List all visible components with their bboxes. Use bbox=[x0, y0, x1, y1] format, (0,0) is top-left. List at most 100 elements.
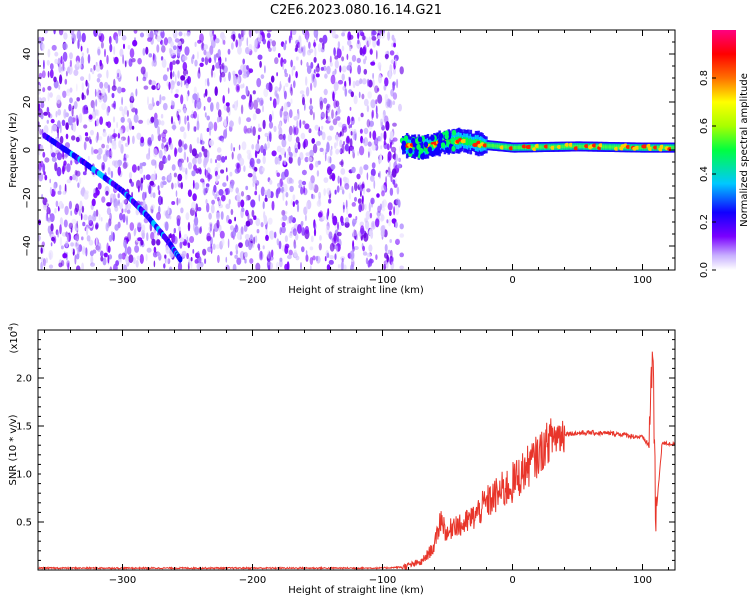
noise-speck bbox=[253, 215, 257, 220]
noise-speck bbox=[336, 185, 340, 193]
noise-speck bbox=[129, 102, 134, 110]
noise-speck bbox=[328, 259, 334, 265]
noise-speck bbox=[33, 224, 36, 229]
noise-speck bbox=[316, 141, 321, 146]
noise-speck bbox=[178, 161, 183, 171]
noise-speck bbox=[313, 78, 317, 88]
noise-speck bbox=[124, 60, 127, 68]
noise-speck bbox=[302, 120, 306, 125]
noise-speck bbox=[160, 113, 164, 119]
noise-speck bbox=[183, 143, 188, 150]
noise-speck bbox=[63, 219, 68, 228]
noise-speck bbox=[393, 67, 396, 75]
signal-core bbox=[520, 145, 523, 150]
noise-speck bbox=[262, 38, 266, 45]
noise-speck bbox=[324, 152, 327, 162]
noise-speck bbox=[46, 212, 49, 221]
noise-speck bbox=[119, 212, 123, 221]
noise-speck bbox=[367, 141, 372, 147]
noise-speck bbox=[288, 156, 293, 164]
noise-speck bbox=[250, 199, 256, 208]
noise-speck bbox=[123, 105, 128, 115]
noise-speck bbox=[351, 185, 354, 194]
noise-speck bbox=[185, 212, 190, 221]
noise-speck bbox=[130, 92, 134, 102]
noise-speck bbox=[91, 69, 95, 75]
noise-speck bbox=[97, 73, 102, 78]
noise-speck bbox=[99, 81, 104, 89]
colorbar-tick-label: 0.4 bbox=[699, 166, 710, 182]
noise-speck bbox=[284, 235, 288, 243]
noise-speck bbox=[96, 242, 102, 253]
spectrogram-noise bbox=[32, 30, 405, 270]
signal-peak bbox=[598, 143, 604, 148]
tone-point bbox=[178, 256, 183, 263]
noise-speck bbox=[359, 78, 363, 85]
colorbar-label: Normalized spectral amplitude bbox=[739, 73, 750, 227]
noise-speck bbox=[308, 180, 314, 191]
noise-speck bbox=[325, 225, 330, 236]
noise-speck bbox=[151, 183, 156, 188]
noise-speck bbox=[59, 124, 62, 134]
noise-speck bbox=[373, 180, 376, 189]
noise-speck bbox=[137, 165, 140, 171]
noise-speck bbox=[203, 188, 206, 196]
noise-speck bbox=[288, 125, 293, 136]
signal-core bbox=[517, 145, 521, 150]
noise-speck bbox=[51, 44, 57, 51]
noise-speck bbox=[359, 166, 363, 176]
noise-speck bbox=[305, 86, 310, 97]
noise-speck bbox=[329, 61, 333, 67]
noise-speck bbox=[394, 221, 398, 229]
noise-speck bbox=[331, 109, 334, 119]
noise-speck bbox=[276, 93, 280, 100]
noise-speck bbox=[117, 86, 122, 94]
spectrogram-x-ticks: −300 −200 −100 0 100 bbox=[44, 30, 669, 286]
signal-core bbox=[595, 145, 599, 149]
noise-speck bbox=[198, 152, 202, 158]
noise-speck bbox=[372, 72, 374, 80]
noise-speck bbox=[311, 194, 316, 200]
noise-speck bbox=[235, 83, 240, 93]
noise-speck bbox=[174, 38, 180, 43]
noise-speck bbox=[97, 48, 101, 56]
noise-speck bbox=[53, 30, 56, 35]
noise-speck bbox=[169, 215, 172, 220]
noise-speck bbox=[363, 58, 366, 65]
noise-speck bbox=[221, 62, 225, 70]
noise-speck bbox=[399, 233, 405, 238]
noise-speck bbox=[32, 224, 36, 231]
noise-speck bbox=[326, 252, 330, 259]
noise-speck bbox=[248, 242, 253, 251]
noise-speck bbox=[146, 30, 149, 37]
noise-speck bbox=[370, 99, 376, 109]
noise-speck bbox=[306, 202, 308, 212]
noise-speck bbox=[117, 132, 121, 139]
noise-speck bbox=[364, 217, 368, 222]
noise-speck bbox=[186, 156, 189, 163]
noise-speck bbox=[82, 171, 87, 176]
signal-peak bbox=[482, 143, 488, 148]
noise-speck bbox=[305, 254, 309, 262]
noise-speck bbox=[290, 30, 293, 39]
noise-speck bbox=[98, 136, 103, 141]
noise-speck bbox=[66, 88, 70, 93]
noise-speck bbox=[62, 190, 67, 195]
signal-peak bbox=[584, 144, 590, 149]
noise-speck bbox=[267, 40, 271, 49]
noise-speck bbox=[136, 76, 139, 82]
noise-speck bbox=[236, 99, 239, 108]
noise-speck bbox=[348, 213, 352, 218]
noise-speck bbox=[160, 56, 164, 61]
noise-speck bbox=[387, 202, 393, 211]
noise-speck bbox=[357, 64, 361, 75]
noise-speck bbox=[189, 236, 195, 243]
noise-speck bbox=[212, 243, 216, 250]
noise-speck bbox=[220, 169, 225, 174]
noise-speck bbox=[69, 97, 73, 104]
noise-speck bbox=[372, 38, 377, 48]
noise-speck bbox=[149, 30, 154, 40]
noise-speck bbox=[55, 110, 58, 118]
noise-speck bbox=[204, 88, 208, 97]
y-tick-label: 1.0 bbox=[16, 470, 32, 481]
